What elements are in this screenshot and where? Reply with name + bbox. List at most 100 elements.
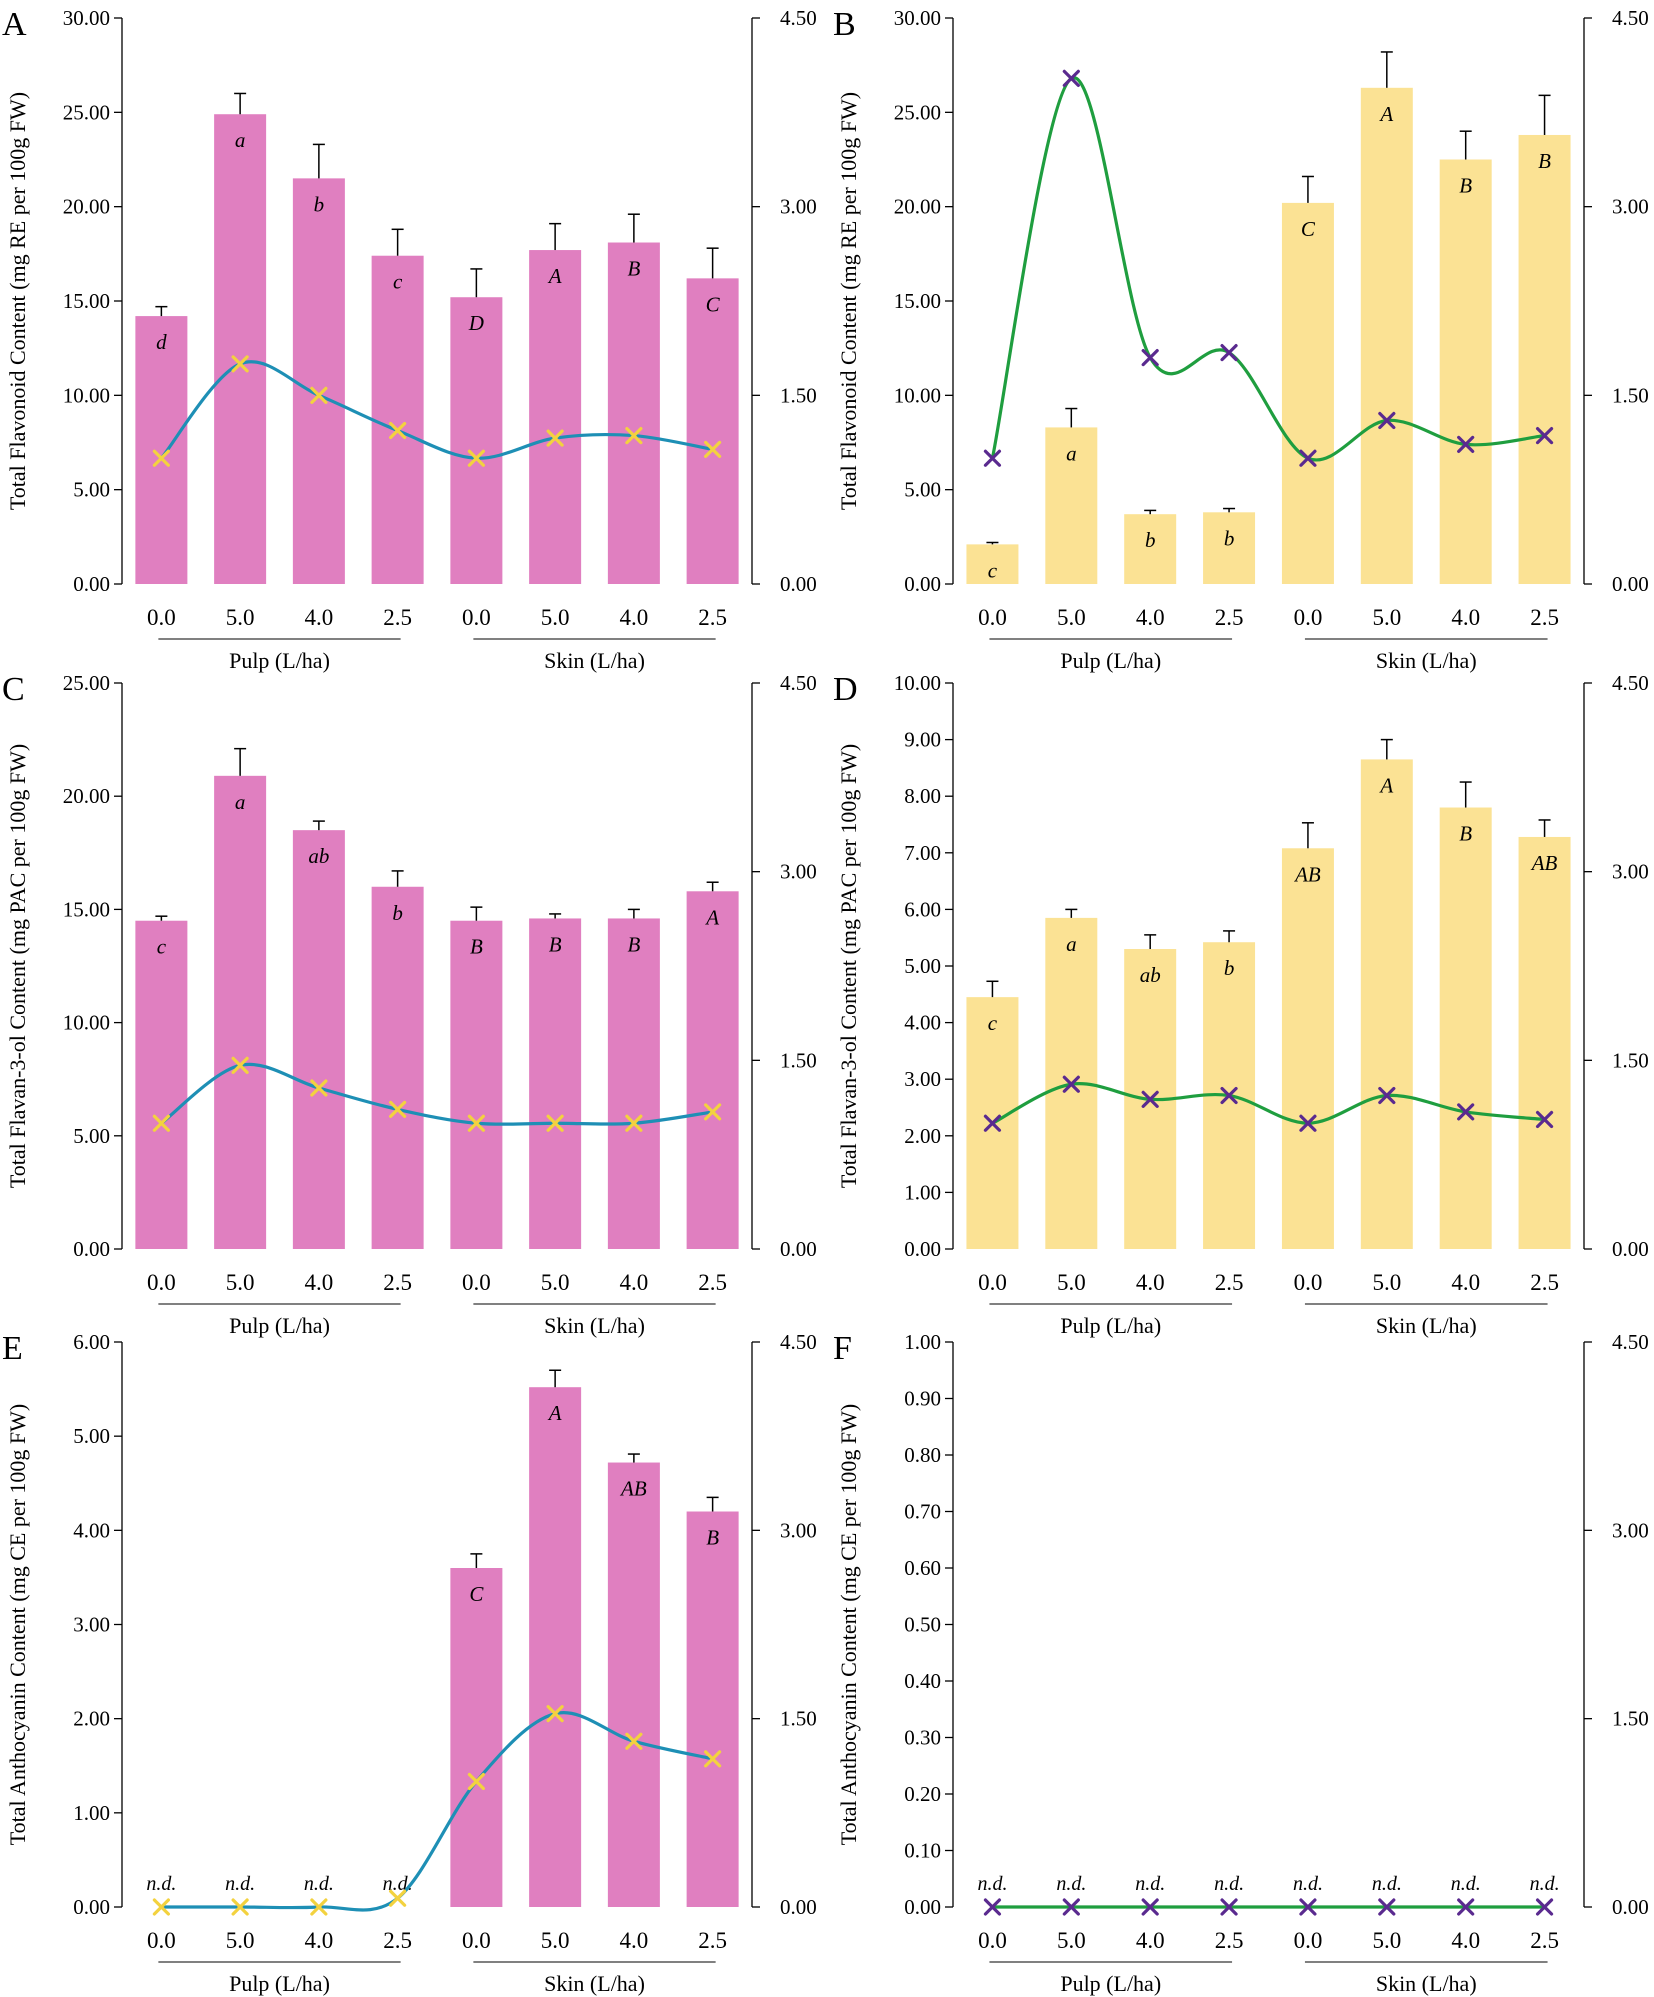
- y-tick-label: 0.00: [73, 1895, 110, 1919]
- y-tick-label: 1.00: [904, 1180, 941, 1204]
- y-tick-label: 10.00: [63, 383, 110, 407]
- line-marker: [310, 1898, 328, 1916]
- significance-letter: B: [706, 1526, 719, 1550]
- y2-tick-label: 0.00: [780, 572, 817, 596]
- x-category-label: 0.0: [147, 1928, 176, 1953]
- x-category-label: 4.0: [1136, 1928, 1165, 1953]
- bar: [214, 775, 267, 1249]
- line-marker: [231, 355, 249, 373]
- y2-tick-label: 4.50: [780, 1330, 817, 1354]
- x-category-label: 2.5: [1215, 605, 1244, 630]
- significance-letter: B: [470, 935, 483, 959]
- line-marker: [1299, 1114, 1317, 1132]
- y-tick-label: 5.00: [73, 478, 110, 502]
- bar: [1124, 514, 1177, 584]
- bar: [450, 1568, 503, 1907]
- line-marker: [983, 449, 1002, 467]
- y-tick-label: 15.00: [63, 897, 110, 921]
- y2-tick-label: 1.50: [780, 383, 817, 407]
- y2-tick-label: 3.00: [1612, 1518, 1649, 1542]
- y-tick-label: 15.00: [894, 289, 941, 313]
- not-detected-label: n.d.: [225, 1873, 255, 1895]
- not-detected-label: n.d.: [1372, 1873, 1402, 1895]
- group-label: Pulp (L/ha): [1060, 1313, 1161, 1338]
- significance-letter: a: [1066, 441, 1077, 465]
- y-tick-label: 20.00: [894, 195, 941, 219]
- x-category-label: 0.0: [462, 1270, 491, 1295]
- not-detected-label: n.d.: [146, 1873, 176, 1895]
- y-tick-label: 3.00: [73, 1613, 110, 1637]
- y-axis-title: Total Anthocyanin Content (mg CE per 100…: [5, 1404, 30, 1845]
- y-tick-label: 30.00: [63, 6, 110, 30]
- bar: [1281, 202, 1334, 585]
- y-tick-label: 0.00: [73, 1237, 110, 1261]
- y-tick-label: 0.20: [904, 1782, 941, 1806]
- chart-panel-a: Ad a b c D A B C 0.00 5.00 10.00 15.00 20.00 25.00 30.…: [2, 6, 817, 673]
- line-marker: [1299, 449, 1317, 467]
- y-tick-label: 0.30: [904, 1726, 941, 1750]
- significance-letter: AB: [1530, 851, 1558, 875]
- chart-panel-e: En.d. n.d. n.d. n.d. C A AB B 0.00 1.00 2.00 3.00 4.…: [2, 1330, 817, 1996]
- x-category-label: 5.0: [541, 605, 570, 630]
- y-tick-label: 0.00: [904, 1237, 941, 1261]
- y-tick-label: 4.00: [904, 1011, 941, 1035]
- line-marker: [983, 1898, 1002, 1916]
- y-tick-label: 0.80: [904, 1443, 941, 1467]
- y2-tick-label: 3.00: [1612, 195, 1649, 219]
- line-marker: [983, 1114, 1002, 1132]
- y2-tick-label: 0.00: [1612, 1237, 1649, 1261]
- y-tick-label: 4.00: [73, 1518, 110, 1542]
- y-axis-title: Total Flavan-3-ol Content (mg PAC per 10…: [5, 744, 30, 1188]
- not-detected-label: n.d.: [1293, 1873, 1323, 1895]
- panel-label: E: [2, 1330, 23, 1367]
- y2-tick-label: 4.50: [780, 6, 817, 30]
- x-category-label: 0.0: [1294, 1928, 1323, 1953]
- line-marker: [704, 1103, 722, 1121]
- y2-tick-label: 3.00: [780, 860, 817, 884]
- line-marker: [1299, 1898, 1317, 1916]
- line-marker: [389, 421, 407, 440]
- line-marker: [152, 1898, 170, 1916]
- significance-letter: AB: [619, 1477, 647, 1501]
- not-detected-label: n.d.: [977, 1873, 1007, 1895]
- line-marker: [546, 429, 564, 447]
- significance-letter: B: [627, 257, 640, 281]
- significance-letter: B: [549, 932, 562, 956]
- y-tick-label: 5.00: [904, 954, 941, 978]
- bar: [529, 1387, 582, 1907]
- group-label: Pulp (L/ha): [229, 648, 330, 673]
- y2-tick-label: 1.50: [1612, 1048, 1649, 1072]
- x-category-label: 4.0: [620, 605, 649, 630]
- x-category-label: 4.0: [620, 1270, 649, 1295]
- y-tick-label: 1.00: [904, 1330, 941, 1354]
- significance-letter: d: [156, 330, 167, 354]
- line-marker: [1378, 1086, 1396, 1105]
- y-tick-label: 2.00: [904, 1124, 941, 1148]
- x-category-label: 4.0: [1136, 605, 1165, 630]
- bar: [686, 278, 739, 584]
- significance-letter: B: [627, 932, 640, 956]
- bar: [1045, 427, 1098, 584]
- not-detected-label: n.d.: [383, 1873, 413, 1895]
- trend-line: [161, 1710, 713, 1912]
- line-marker: [1220, 1898, 1238, 1916]
- significance-letter: c: [988, 558, 998, 582]
- bar: [1203, 512, 1256, 584]
- x-category-label: 0.0: [147, 1270, 176, 1295]
- line-marker: [152, 449, 170, 467]
- x-category-label: 5.0: [226, 1928, 255, 1953]
- y2-tick-label: 3.00: [1612, 860, 1649, 884]
- significance-letter: A: [547, 264, 562, 288]
- significance-letter: c: [393, 270, 403, 294]
- y-tick-label: 6.00: [904, 897, 941, 921]
- bar: [1439, 807, 1492, 1249]
- bar: [966, 544, 1019, 584]
- line-marker: [389, 1889, 407, 1907]
- bar: [1518, 836, 1571, 1249]
- y-tick-label: 8.00: [904, 784, 941, 808]
- line-marker: [704, 1750, 722, 1768]
- x-category-label: 4.0: [1451, 605, 1480, 630]
- y-tick-label: 9.00: [904, 728, 941, 752]
